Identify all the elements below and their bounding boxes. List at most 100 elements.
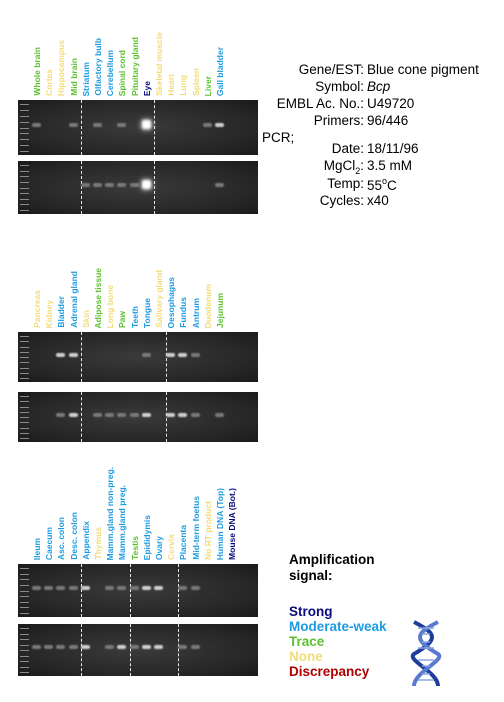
gel-band <box>129 585 139 590</box>
legend-title-line1: Amplification <box>289 552 375 567</box>
gel-band <box>178 585 188 590</box>
mgcl-label: MgCl2: <box>323 158 364 176</box>
lane-divider <box>129 624 131 676</box>
gel-band <box>56 412 66 417</box>
gel-band <box>105 182 115 187</box>
gel-band <box>178 352 188 357</box>
lane-label: Liver <box>202 75 213 96</box>
gel-band <box>56 585 66 590</box>
panel-2-gel-1 <box>18 332 258 382</box>
gel-band <box>141 585 151 590</box>
lane-label: Caecum <box>44 526 55 560</box>
lane-label: Pancreas <box>32 290 42 328</box>
lane-label: Mamm.gland non-preg. <box>105 466 116 561</box>
lane-label: Bladder <box>56 296 67 328</box>
lane-divider <box>166 392 168 442</box>
lane-label: Cortex <box>44 69 55 96</box>
lane-label: Jejunum <box>215 293 225 328</box>
legend-title-line2: signal: <box>289 568 333 583</box>
lane-label: Tongue <box>141 297 152 328</box>
panel-3-labels: Ileum Caecum Asc. colon Desc. colon Appendix… <box>18 464 258 564</box>
lane-divider <box>166 332 168 382</box>
lane-label: Whole brain <box>32 47 42 96</box>
lane-label: Hippocampus <box>56 39 67 96</box>
gel-band <box>129 182 139 187</box>
lane-label: Skeletal muscle <box>154 32 164 96</box>
gel-band <box>32 585 41 590</box>
lane-label: Olfactory bulb <box>93 38 103 96</box>
lane-label: Oesophagus <box>166 276 177 328</box>
mgcl-value: 3.5 mM <box>367 158 413 173</box>
gel-band <box>190 645 200 650</box>
gel-band <box>141 180 151 190</box>
panel-1-labels: Whole brain Cortex Hippocampus Mid brain Str… <box>18 0 258 100</box>
lane-label: Eye <box>141 80 152 96</box>
lane-label: Mid brain <box>68 58 79 96</box>
embl-value: U49720 <box>367 96 415 111</box>
lane-label: Paw <box>117 310 128 328</box>
lane-label: Teeth <box>129 305 140 328</box>
gel-band <box>154 585 163 590</box>
primers-value: 96/446 <box>367 113 409 128</box>
gel-band <box>44 645 54 650</box>
ladder-marker <box>20 100 29 155</box>
lane-label: Fundus <box>178 297 189 328</box>
legend-strong: Strong <box>289 604 333 619</box>
gel-band <box>141 645 151 650</box>
gel-band <box>215 412 224 417</box>
panel-2-labels: Pancreas Kidney Bladder Adrenal gland Skin Ad… <box>18 232 258 332</box>
legend-discrepancy: Discrepancy <box>289 664 370 679</box>
lane-label: Lung <box>178 75 189 96</box>
gel-band <box>68 122 78 127</box>
gel-band <box>178 645 188 650</box>
gel-band <box>68 352 78 357</box>
cycles-value: x40 <box>367 193 389 208</box>
lane-divider <box>80 161 82 214</box>
lane-label: Skin <box>80 310 91 328</box>
gel-band <box>117 122 127 127</box>
gel-band <box>93 122 102 127</box>
lane-label: Duodenum <box>202 283 213 328</box>
panel-3-gel-1 <box>18 564 258 617</box>
lane-divider <box>80 332 82 382</box>
pcr-label: PCR; <box>262 130 295 145</box>
gel-band <box>56 352 66 357</box>
lane-divider <box>80 392 82 442</box>
legend-none: None <box>289 649 323 664</box>
amplification-legend: Amplification signal: Strong Moderate-we… <box>289 552 387 679</box>
gel-band <box>190 585 200 590</box>
gel-band <box>129 412 139 417</box>
lane-divider <box>80 100 82 155</box>
gel-band <box>117 412 127 417</box>
gel-band <box>93 182 102 187</box>
lane-label: Adipose tissue <box>93 267 103 328</box>
gene-value: Blue cone pigment <box>367 62 479 77</box>
gel-band <box>178 412 188 417</box>
lane-label: Antrum <box>190 297 201 328</box>
gel-band <box>215 122 224 127</box>
gel-band <box>68 585 78 590</box>
symbol-value: Bcp <box>367 79 391 94</box>
gel-band <box>44 585 54 590</box>
lane-label: Pituitary gland <box>129 36 140 96</box>
lane-label: No RT product <box>202 500 213 560</box>
gel-band <box>141 352 151 357</box>
lane-label: Ileum <box>32 537 42 560</box>
lane-label: Adrenal gland <box>68 271 79 328</box>
gel-band <box>215 182 224 187</box>
gel-band <box>166 412 176 417</box>
gel-band <box>141 412 151 417</box>
lane-label: Appendix <box>80 521 91 560</box>
lane-label: Heart <box>166 74 177 96</box>
gel-band <box>80 645 90 650</box>
lane-label: Mamm.gland preg. <box>117 484 128 560</box>
gel-band <box>68 412 78 417</box>
lane-divider <box>129 564 131 617</box>
lane-label: Salivary gland <box>154 270 164 328</box>
gel-band <box>117 585 127 590</box>
lane-label: Desc. colon <box>68 512 79 560</box>
lane-divider <box>154 161 155 214</box>
lane-label: Asc. colon <box>56 517 67 560</box>
ladder-marker <box>20 564 29 617</box>
lane-divider <box>178 564 180 617</box>
